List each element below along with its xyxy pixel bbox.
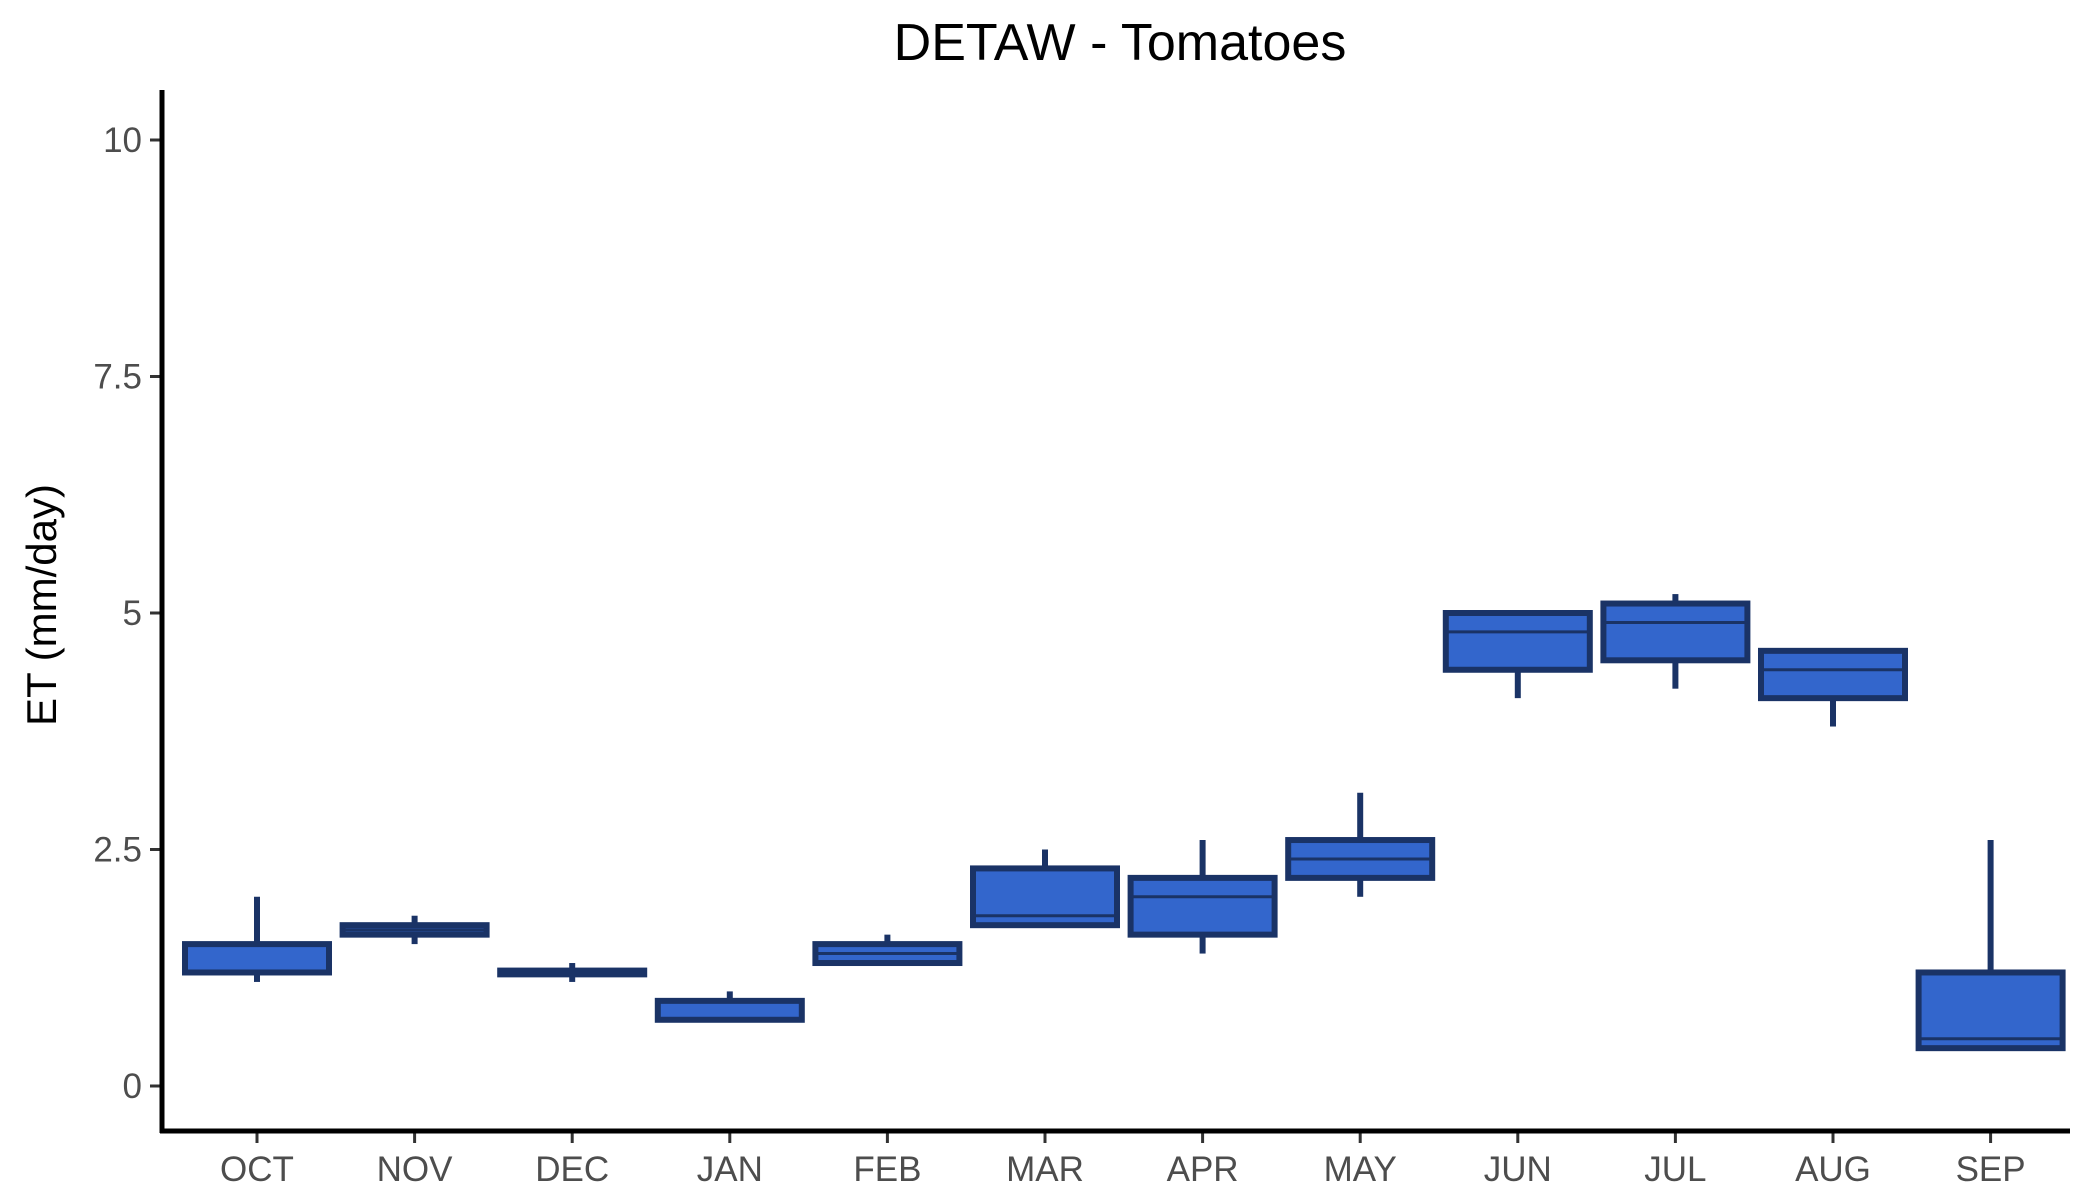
y-tick-label: 5	[123, 594, 142, 633]
y-axis-label: ET (mm/day)	[18, 484, 65, 726]
x-tick-label: JUN	[1484, 1150, 1552, 1189]
y-tick-label: 10	[103, 121, 142, 160]
x-tick-label: JUL	[1644, 1150, 1706, 1189]
box-dec	[497, 963, 648, 982]
box-body	[1915, 969, 2066, 1052]
box-feb	[812, 934, 963, 967]
box-aug	[1758, 647, 1908, 727]
box-jun	[1442, 610, 1593, 699]
x-tick-label: NOV	[377, 1150, 454, 1189]
x-tick-label: SEP	[1956, 1150, 2026, 1189]
x-tick-label: APR	[1167, 1150, 1239, 1189]
box-body	[182, 941, 332, 976]
box-jul	[1600, 594, 1751, 689]
y-tick-label: 0	[123, 1067, 142, 1106]
x-tick-label: DEC	[535, 1150, 609, 1189]
box-may	[1285, 792, 1436, 897]
box-body	[1758, 647, 1908, 702]
x-tick-label: MAY	[1324, 1150, 1397, 1189]
x-axis-ticks: OCT NOV DEC JAN FEB MAR APR MAY JUN JUL AUG SEP	[220, 1131, 2026, 1189]
box-nov	[339, 915, 490, 945]
box-body	[654, 997, 805, 1023]
box-apr	[1127, 840, 1278, 954]
x-tick-label: MAR	[1006, 1150, 1084, 1189]
box-body	[1442, 610, 1593, 673]
box-oct	[182, 896, 332, 982]
x-tick-label: OCT	[220, 1150, 294, 1189]
box-mar	[970, 849, 1120, 929]
y-axis-ticks: 0 2.5 5 7.5 10	[93, 121, 162, 1106]
x-tick-label: AUG	[1795, 1150, 1871, 1189]
box-body	[1127, 874, 1278, 938]
x-tick-label: FEB	[853, 1150, 921, 1189]
box-body	[1600, 600, 1751, 664]
box-jan	[654, 991, 805, 1023]
chart-title: DETAW - Tomatoes	[894, 14, 1347, 72]
box-series	[182, 594, 2066, 1052]
box-sep	[1915, 840, 2066, 1052]
y-tick-label: 2.5	[93, 831, 142, 870]
y-tick-label: 7.5	[93, 358, 142, 397]
x-tick-label: JAN	[697, 1150, 763, 1189]
